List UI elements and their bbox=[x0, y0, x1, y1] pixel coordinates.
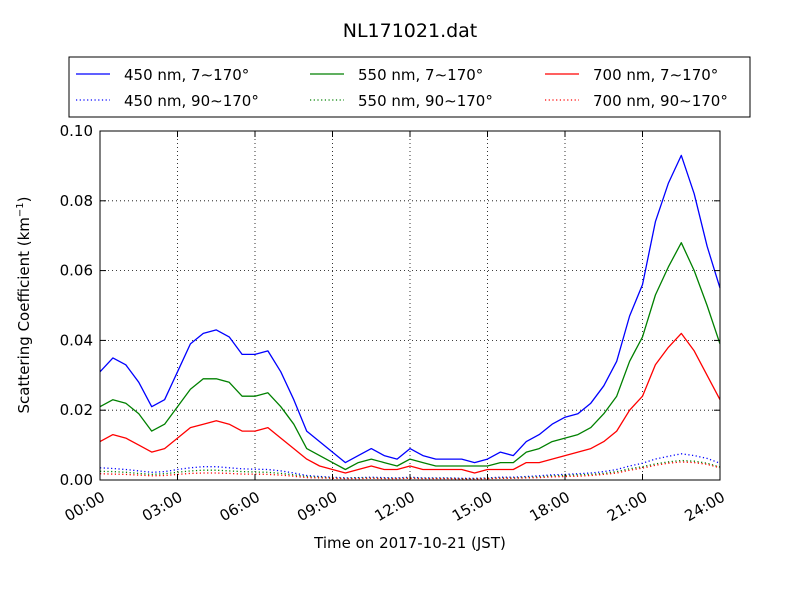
y-axis-label: Scattering Coefficient (km−1) bbox=[15, 196, 33, 413]
y-tick-label: 0.08 bbox=[60, 192, 93, 210]
series-line-2 bbox=[99, 242, 721, 471]
legend-box bbox=[68, 56, 751, 118]
x-tick-label: 18:00 bbox=[527, 488, 573, 525]
legend: 450 nm, 7∼170° 550 nm, 7∼170° 700 nm, 7∼17… bbox=[68, 56, 751, 118]
plot-background bbox=[100, 131, 720, 480]
x-tick-label: 24:00 bbox=[682, 488, 728, 525]
y-axis-label-superscript: −1 bbox=[15, 202, 26, 217]
grid bbox=[100, 131, 720, 480]
y-tick-label: 0.06 bbox=[60, 262, 93, 280]
legend-label: 700 nm, 90∼170° bbox=[593, 92, 728, 110]
x-tick-label: 06:00 bbox=[217, 488, 263, 525]
y-axis-label-text: Scattering Coefficient (km bbox=[15, 217, 33, 413]
series-line-0 bbox=[99, 154, 721, 464]
y-tick-label: 0.02 bbox=[60, 401, 93, 419]
legend-label: 450 nm, 90∼170° bbox=[124, 92, 259, 110]
x-tick-label: 00:00 bbox=[62, 488, 108, 525]
legend-label: 450 nm, 7∼170° bbox=[124, 66, 249, 84]
y-axis-label-close: ) bbox=[15, 196, 33, 202]
x-tick-label: 03:00 bbox=[139, 488, 185, 525]
x-tick-label: 12:00 bbox=[372, 488, 418, 525]
legend-label: 550 nm, 7∼170° bbox=[358, 66, 483, 84]
y-axis-ticks: 0.00 0.02 0.04 0.06 0.08 0.10 bbox=[60, 122, 720, 489]
legend-label: 700 nm, 7∼170° bbox=[593, 66, 718, 84]
y-tick-label: 0.10 bbox=[60, 122, 93, 140]
chart-title: NL171021.dat bbox=[343, 20, 478, 42]
y-tick-label: 0.00 bbox=[60, 471, 93, 489]
y-tick-label: 0.04 bbox=[60, 331, 93, 349]
x-tick-label: 15:00 bbox=[449, 488, 495, 525]
plot-area bbox=[100, 131, 720, 480]
x-axis-label: Time on 2017-10-21 (JST) bbox=[313, 534, 506, 552]
legend-label: 550 nm, 90∼170° bbox=[358, 92, 493, 110]
x-tick-label: 21:00 bbox=[604, 488, 650, 525]
x-tick-label: 09:00 bbox=[294, 488, 340, 525]
series-line-4 bbox=[99, 332, 721, 474]
